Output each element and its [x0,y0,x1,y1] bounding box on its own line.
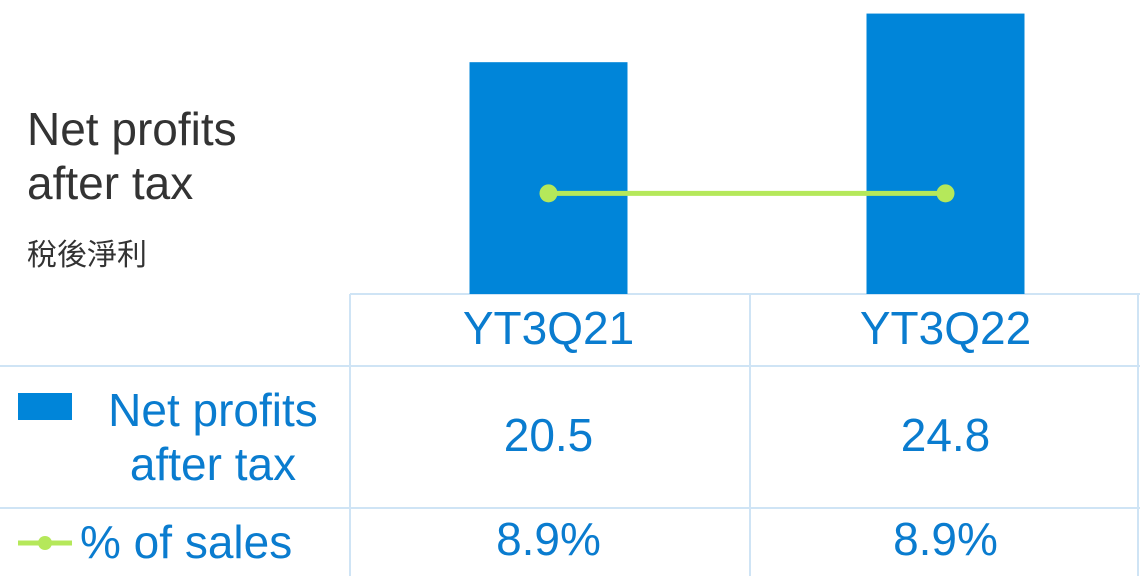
chart-title: Net profits after tax [27,103,237,209]
legend-label: % of sales [80,516,293,568]
line-point [936,184,955,203]
bar [469,62,628,294]
legend-label: Net profits after tax [108,384,318,490]
table-value: 8.9% [496,513,601,565]
x-tick-label: YT3Q21 [463,302,634,354]
x-tick-label: YT3Q22 [860,302,1031,354]
bar [866,13,1025,294]
legend-swatch [18,393,72,420]
line-point [539,184,558,203]
chart-subtitle: 稅後淨利 [27,239,147,272]
table-value: 8.9% [893,513,998,565]
table-value: 20.5 [504,409,594,461]
table-value: 24.8 [901,409,991,461]
legend-swatch [38,536,52,550]
